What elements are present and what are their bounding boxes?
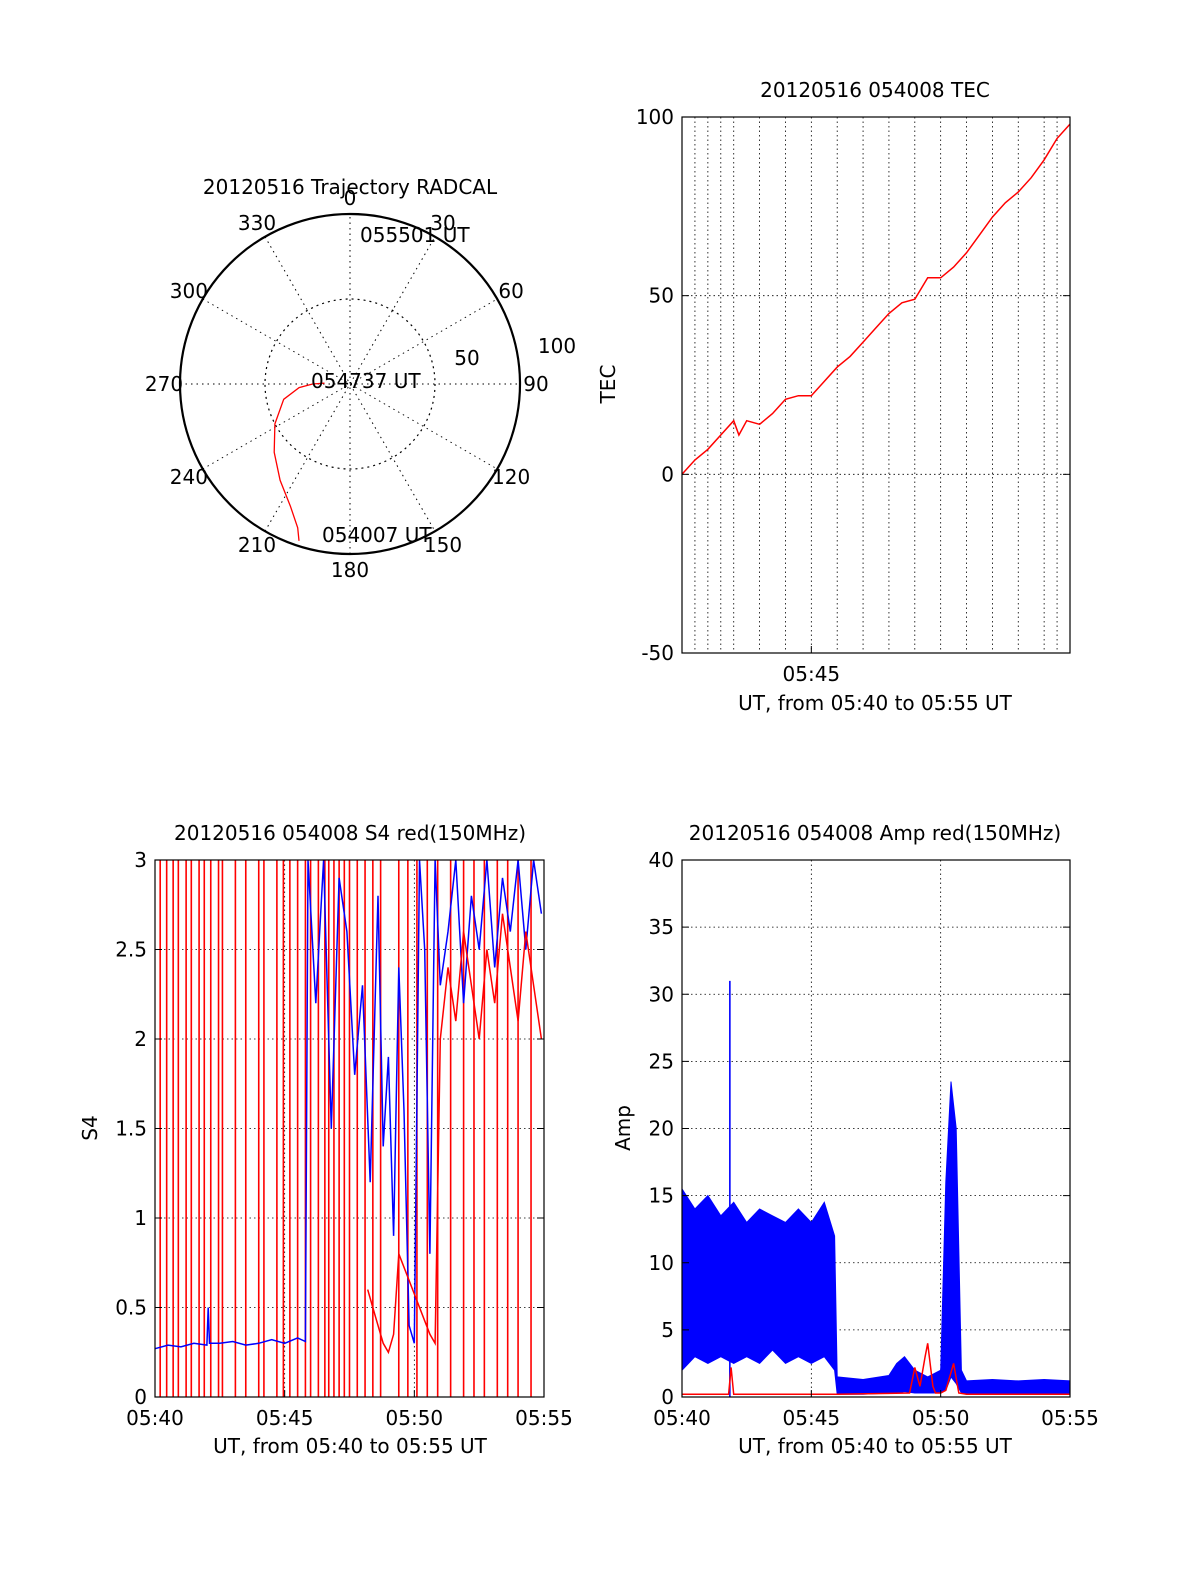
tec-series <box>681 123 1071 475</box>
s4-ytick-label: 0.5 <box>115 1296 147 1320</box>
trajectory-series <box>273 382 325 541</box>
tec-plot-frame <box>681 116 1071 654</box>
s4-ytick-label: 0 <box>134 1385 147 1409</box>
amp-xtick-label: 05:45 <box>783 1406 841 1430</box>
polar-azimuth-label: 90 <box>523 372 548 396</box>
s4-xtick-label: 05:40 <box>126 1406 184 1430</box>
s4-xtick-label: 05:55 <box>515 1406 573 1430</box>
amp-ytick-label: 10 <box>649 1251 674 1275</box>
amp-ytick-label: 40 <box>649 848 674 872</box>
s4-ytick-label: 3 <box>134 848 147 872</box>
tec-xtick-label: 05:45 <box>783 662 841 686</box>
s4-xtick-label: 05:45 <box>256 1406 314 1430</box>
polar-azimuth-labels: 0 30 60 90 120 150 180 210 240 270 300 330 <box>145 186 549 582</box>
tec-ytick-label: 0 <box>661 462 674 486</box>
polar-azimuth-label: 300 <box>170 279 208 303</box>
amp-xtick-label: 05:55 <box>1041 1406 1099 1430</box>
polar-azimuth-label: 270 <box>145 372 183 396</box>
amp-ytick-label: 5 <box>661 1318 674 1342</box>
s4-y-axis-label: S4 <box>78 1115 102 1140</box>
trajectory-panel: 20120516 Trajectory RADCAL 0 30 60 90 120 150… <box>145 175 576 582</box>
polar-azimuth-label: 120 <box>492 465 530 489</box>
amp-series <box>681 980 1071 1397</box>
polar-ring-label-100: 100 <box>538 334 576 358</box>
tec-ticks: -50 0 50 100 05:45 <box>636 105 1070 686</box>
amp-grid <box>682 860 1070 1397</box>
tec-series-red-0-line <box>681 123 1071 475</box>
polar-azimuth-label: 150 <box>424 533 462 557</box>
polar-azimuth-label: 180 <box>331 558 369 582</box>
s4-panel: 20120516 054008 S4 red(150MHz) S4 UT, fr… <box>78 821 573 1458</box>
polar-inner-ring <box>264 298 436 470</box>
s4-ytick-label: 1 <box>134 1206 147 1230</box>
polar-ring-label-50: 50 <box>454 346 479 370</box>
trajectory-line <box>273 382 325 541</box>
amp-ytick-label: 20 <box>649 1117 674 1141</box>
trajectory-annotation-start: 054007 UT <box>322 523 432 547</box>
polar-grid <box>178 212 522 556</box>
trajectory-title: 20120516 Trajectory RADCAL <box>203 175 498 199</box>
s4-xtick-label: 05:50 <box>386 1406 444 1430</box>
s4-title: 20120516 054008 S4 red(150MHz) <box>174 821 526 845</box>
amp-ytick-label: 25 <box>649 1049 674 1073</box>
s4-series-red-2-line <box>366 913 543 1355</box>
amp-series-red-2-line <box>682 1343 1070 1396</box>
polar-azimuth-label: 210 <box>238 533 276 557</box>
amp-ticks: 0 5 10 15 20 25 30 35 40 05:40 05:45 05:50 05:55 <box>649 848 1099 1430</box>
amp-xtick-label: 05:40 <box>653 1406 711 1430</box>
tec-ytick-label: 50 <box>649 284 674 308</box>
s4-ytick-label: 2.5 <box>115 938 147 962</box>
amp-x-axis-label: UT, from 05:40 to 05:55 UT <box>738 1434 1013 1458</box>
polar-azimuth-label: 60 <box>498 279 523 303</box>
polar-azimuth-label: 0 <box>344 186 357 210</box>
tec-ytick-label: -50 <box>641 641 674 665</box>
amp-ytick-label: 15 <box>649 1184 674 1208</box>
polar-azimuth-label: 240 <box>170 465 208 489</box>
amp-panel: 20120516 054008 Amp red(150MHz) Amp UT, … <box>611 821 1099 1458</box>
amp-y-axis-label: Amp <box>611 1105 635 1151</box>
s4-ytick-label: 2 <box>134 1027 147 1051</box>
s4-ytick-label: 1.5 <box>115 1117 147 1141</box>
s4-series-blue-1-line <box>154 859 543 1350</box>
trajectory-annotation-end: 055501 UT <box>360 223 470 247</box>
tec-panel: 20120516 054008 TEC TEC UT, from 05:40 t… <box>596 78 1071 715</box>
tec-title: 20120516 054008 TEC <box>760 78 990 102</box>
s4-ticks: 0 0.5 1 1.5 2 2.5 3 05:40 05:45 05:50 05:55 <box>115 848 573 1430</box>
tec-ytick-label: 100 <box>636 105 674 129</box>
amp-ytick-label: 35 <box>649 915 674 939</box>
s4-series <box>154 859 543 1397</box>
tec-grid <box>682 117 1070 653</box>
amp-xtick-label: 05:50 <box>912 1406 970 1430</box>
amp-title: 20120516 054008 Amp red(150MHz) <box>689 821 1061 845</box>
trajectory-annotation-mid: 054737 UT <box>311 369 421 393</box>
tec-y-axis-label: TEC <box>596 365 620 405</box>
polar-azimuth-label: 330 <box>238 211 276 235</box>
polar-azimuth-label: 30 <box>430 211 455 235</box>
amp-ytick-label: 30 <box>649 982 674 1006</box>
amp-ytick-label: 0 <box>661 1385 674 1409</box>
s4-x-axis-label: UT, from 05:40 to 05:55 UT <box>213 1434 488 1458</box>
tec-x-axis-label: UT, from 05:40 to 05:55 UT <box>738 691 1013 715</box>
